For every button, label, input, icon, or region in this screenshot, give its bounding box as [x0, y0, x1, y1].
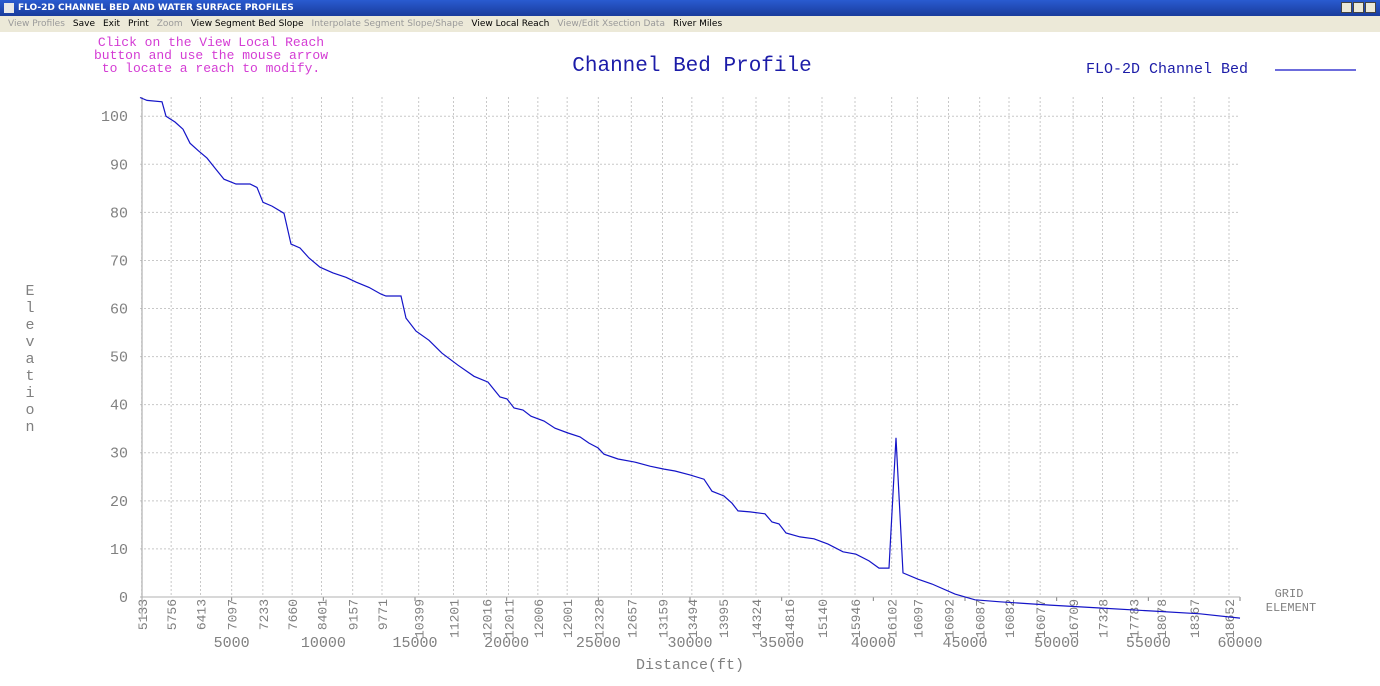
y-tick-label: 60 — [110, 302, 128, 319]
grid-element-label: 9771 — [376, 599, 391, 630]
grid-element-label: 5756 — [165, 599, 180, 630]
grid-element-label: 7097 — [226, 599, 241, 630]
chart-title: Channel Bed Profile — [572, 55, 811, 78]
grid-element-label: 14816 — [783, 599, 798, 638]
x-tick-label: 35000 — [759, 635, 804, 652]
grid-element-label: 13494 — [686, 599, 701, 638]
y-tick-label: 90 — [110, 157, 128, 174]
grid-element-label: 12001 — [561, 599, 576, 638]
grid-element-label: 10399 — [413, 599, 428, 638]
x-axis-label: Distance(ft) — [636, 657, 744, 674]
x-tick-label: 15000 — [392, 635, 437, 652]
grid-element-label: 16077 — [1034, 599, 1049, 638]
x-tick-label: 40000 — [851, 635, 896, 652]
grid-element-label: 16082 — [1003, 599, 1018, 638]
menu-item: Interpolate Segment Slope/Shape — [311, 19, 464, 29]
x-tick-label: 55000 — [1126, 635, 1171, 652]
grid-element-label: 12016 — [481, 599, 496, 638]
grid-element-label: 17783 — [1128, 599, 1143, 638]
grid-element-label: 13995 — [717, 599, 732, 638]
x-tick-label: 25000 — [576, 635, 621, 652]
app-icon — [4, 3, 14, 13]
instruction: to locate a reach to modify. — [102, 61, 320, 76]
grid-element-label: 9157 — [347, 599, 362, 630]
window-buttons — [1341, 2, 1376, 13]
maximize[interactable] — [1353, 2, 1364, 13]
grid-element-label: 8401 — [316, 599, 331, 630]
window-title: FLO-2D CHANNEL BED AND WATER SURFACE PRO… — [18, 3, 294, 13]
grid-element-label: 15946 — [849, 599, 864, 638]
y-tick-label: 100 — [101, 109, 128, 126]
menu-item[interactable]: Print — [128, 19, 149, 29]
grid-element-label: 11201 — [448, 599, 463, 638]
grid-element-label: 12657 — [625, 599, 640, 638]
x-tick-label: 50000 — [1034, 635, 1079, 652]
grid-element-label: 15140 — [816, 599, 831, 638]
menu-item[interactable]: Save — [72, 19, 95, 29]
grid-element-label: 18652 — [1223, 599, 1238, 638]
title-bar: FLO-2D CHANNEL BED AND WATER SURFACE PRO… — [0, 0, 1380, 16]
grid-element-label: 7233 — [257, 599, 272, 630]
y-tick-label: 30 — [110, 446, 128, 463]
grid-element-label: 5133 — [136, 599, 151, 630]
y-tick-label: 10 — [110, 542, 128, 559]
y-tick-label: 0 — [119, 590, 128, 607]
y-tick-label: 70 — [110, 253, 128, 270]
x-tick-label: 45000 — [942, 635, 987, 652]
y-tick-label: 50 — [110, 350, 128, 367]
grid-element-label: 12011 — [503, 599, 518, 638]
grid-element-label: 14324 — [750, 599, 765, 638]
grid-element-label: 12328 — [592, 599, 607, 638]
menu-item[interactable]: View Local Reach — [471, 19, 550, 29]
menu-item[interactable]: View Segment Bed Slope — [190, 19, 304, 29]
grid-element-label: 6413 — [195, 599, 210, 630]
series-line — [139, 96, 1241, 619]
grid-element-label: 17328 — [1097, 599, 1112, 638]
grid-element-label: 16087 — [974, 599, 989, 638]
grid-element-label: 16097 — [911, 599, 926, 638]
grid-element-label: 16102 — [886, 599, 901, 638]
grid-element-label: 12006 — [532, 599, 547, 638]
grid-element-label: 18367 — [1188, 599, 1203, 638]
instruction: Click on the View Local Reach — [98, 35, 324, 50]
grid-element-label: 16092 — [943, 599, 958, 638]
instruction: button and use the mouse arrow — [94, 48, 328, 63]
menu-item: View Profiles — [8, 19, 65, 29]
menu-item: View/Edit Xsection Data — [557, 19, 665, 29]
grid-element-title: GRID — [1275, 587, 1304, 601]
grid-element-title: ELEMENT — [1266, 601, 1316, 615]
x-tick-label: 60000 — [1217, 635, 1262, 652]
close[interactable] — [1365, 2, 1376, 13]
x-tick-label: 5000 — [214, 635, 250, 652]
minimize[interactable] — [1341, 2, 1352, 13]
y-tick-label: 80 — [110, 205, 128, 222]
grid-element-label: 18078 — [1155, 599, 1170, 638]
menu-bar: View Profiles Save Exit Print Zoom View Segme… — [0, 16, 1380, 32]
menu-item: Zoom — [156, 19, 183, 29]
grid-element-label: 16709 — [1067, 599, 1082, 638]
y-tick-label: 20 — [110, 494, 128, 511]
menu-item[interactable]: Exit — [103, 19, 121, 29]
y-tick-label: 40 — [110, 398, 128, 415]
x-tick-label: 30000 — [667, 635, 712, 652]
legend-label: FLO-2D Channel Bed — [1086, 61, 1248, 78]
grid-element-label: 7660 — [286, 599, 301, 630]
grid-element-label: 13159 — [657, 599, 672, 638]
menu-item[interactable]: River Miles — [672, 19, 723, 29]
x-tick-label: 10000 — [301, 635, 346, 652]
x-tick-label: 20000 — [484, 635, 529, 652]
